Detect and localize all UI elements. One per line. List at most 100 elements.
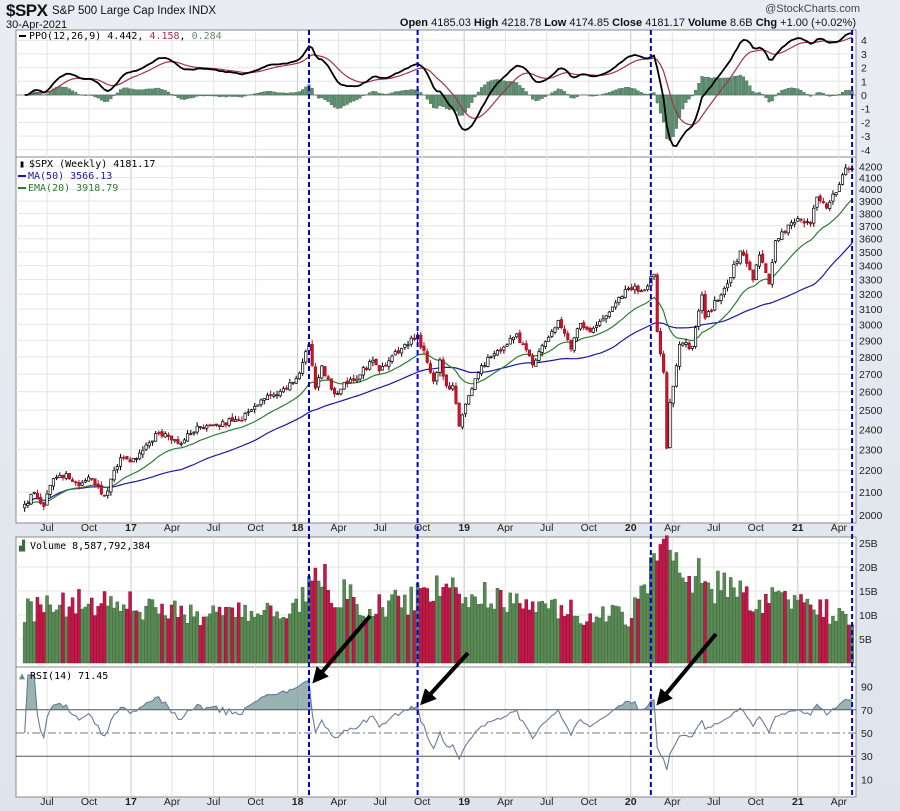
x-tick-label: Apr: [664, 522, 681, 534]
volume-bar: [492, 608, 497, 664]
rsi-line: [24, 674, 853, 770]
ppo-histogram-bar: [358, 94, 362, 99]
ppo-histogram-bar: [166, 91, 170, 96]
high-label: High: [473, 17, 499, 29]
x-tick-label: Jul: [707, 796, 720, 808]
ppo-histogram-bar: [524, 91, 528, 96]
ppo-histogram-bar: [349, 94, 353, 103]
ppo-tick-label: -4: [861, 145, 870, 157]
ppo-histogram-bar: [438, 94, 442, 107]
volume-bar: [588, 613, 592, 664]
candle-body: [732, 264, 736, 278]
ppo-histogram-bar: [425, 94, 429, 100]
x-tick-label: Jul: [373, 796, 386, 808]
volume-bar: [284, 618, 289, 664]
volume-bar: [147, 598, 152, 664]
volume-bar: [134, 610, 139, 664]
x-tick-label: Apr: [330, 796, 347, 808]
candle-body: [112, 469, 116, 481]
candle-body: [674, 365, 678, 387]
volume-bar: [514, 593, 519, 664]
candle-body: [355, 378, 359, 382]
volume-bar: [112, 607, 116, 664]
volume-bar: [35, 597, 40, 664]
ppo-signal-line: [24, 36, 853, 126]
ppo-histogram-bar: [112, 94, 116, 96]
candle-body: [789, 222, 793, 226]
ppo-histogram-bar: [74, 92, 78, 96]
rsi-tick-label: 10: [861, 774, 873, 786]
candle-body: [687, 342, 691, 350]
candle-body: [202, 426, 206, 430]
price-tick-label: 2200: [859, 465, 883, 477]
candle-body: [610, 306, 615, 312]
candle-body: [697, 310, 701, 327]
candle-body: [275, 394, 279, 397]
volume-bar: [633, 597, 637, 664]
volume-bar: [268, 605, 273, 664]
ppo-histogram-bar: [480, 87, 484, 96]
price-tick-label: 2700: [859, 369, 883, 381]
ppo-histogram-bar: [58, 86, 62, 96]
ppo-histogram-bar: [310, 87, 314, 96]
candle-body: [684, 342, 688, 345]
ppo-histogram-bar: [64, 86, 68, 96]
x-tick-label: 18: [292, 796, 304, 808]
volume-bar: [626, 626, 631, 664]
ppo-histogram-bar: [406, 90, 410, 96]
ppo-histogram-bar: [783, 89, 787, 96]
ppo-histogram-bar: [841, 92, 845, 96]
candle-body: [515, 333, 519, 338]
ppo-histogram-bar: [230, 94, 234, 97]
candle-body: [326, 376, 330, 380]
candle-body: [35, 492, 39, 499]
volume-bar: [505, 611, 509, 664]
ppo-histogram-bar: [297, 91, 301, 96]
volume-bar: [613, 605, 618, 664]
volume-bar: [780, 592, 784, 664]
ppo-histogram-bar: [748, 85, 752, 96]
ppo-legend-swatch: [19, 35, 26, 37]
candle-body: [96, 483, 100, 487]
candle-body: [626, 287, 631, 290]
candle-body: [831, 193, 835, 202]
volume-bar: [272, 616, 276, 664]
ppo-histogram-bar: [617, 88, 621, 96]
volume-bar: [751, 611, 755, 664]
volume-bar: [163, 615, 167, 664]
x-tick-label: 20: [625, 796, 637, 808]
candles-icon: ▮: [19, 159, 25, 170]
price-panel: [23, 163, 854, 512]
volume-bar: [591, 622, 596, 664]
candle-body: [412, 337, 416, 340]
volume-bar: [93, 615, 97, 664]
volume-bar: [182, 614, 187, 664]
candle-body: [23, 503, 27, 509]
volume-bar: [585, 621, 589, 664]
ppo-histogram-bar: [630, 87, 634, 96]
volume-bar: [195, 611, 199, 664]
ppo-histogram-bar: [259, 92, 263, 96]
ppo-histogram-bar: [342, 94, 346, 107]
candle-body: [214, 423, 218, 426]
ppo-histogram-bar: [345, 94, 349, 105]
candle-body: [26, 503, 30, 506]
price-tick-label: 2000: [859, 510, 883, 522]
volume-bar: [725, 597, 730, 664]
candle-body: [825, 203, 829, 209]
x-tick-label: Oct: [81, 796, 97, 808]
ppo-histogram-bar: [125, 87, 129, 96]
ppo-histogram-bar: [77, 94, 81, 96]
exchange: INDX: [188, 5, 217, 17]
ppo-histogram-bar: [780, 90, 784, 96]
candle-body: [585, 326, 589, 330]
ppo-histogram-bar: [218, 94, 222, 98]
rsi-tick-label: 90: [861, 682, 873, 694]
candle-body: [297, 372, 301, 380]
candle-body: [703, 294, 707, 319]
volume-bar: [310, 580, 314, 664]
ppo-histogram-bar: [198, 94, 202, 96]
volume-bar: [716, 570, 720, 664]
candle-body: [377, 365, 381, 372]
candle-body: [543, 341, 547, 347]
